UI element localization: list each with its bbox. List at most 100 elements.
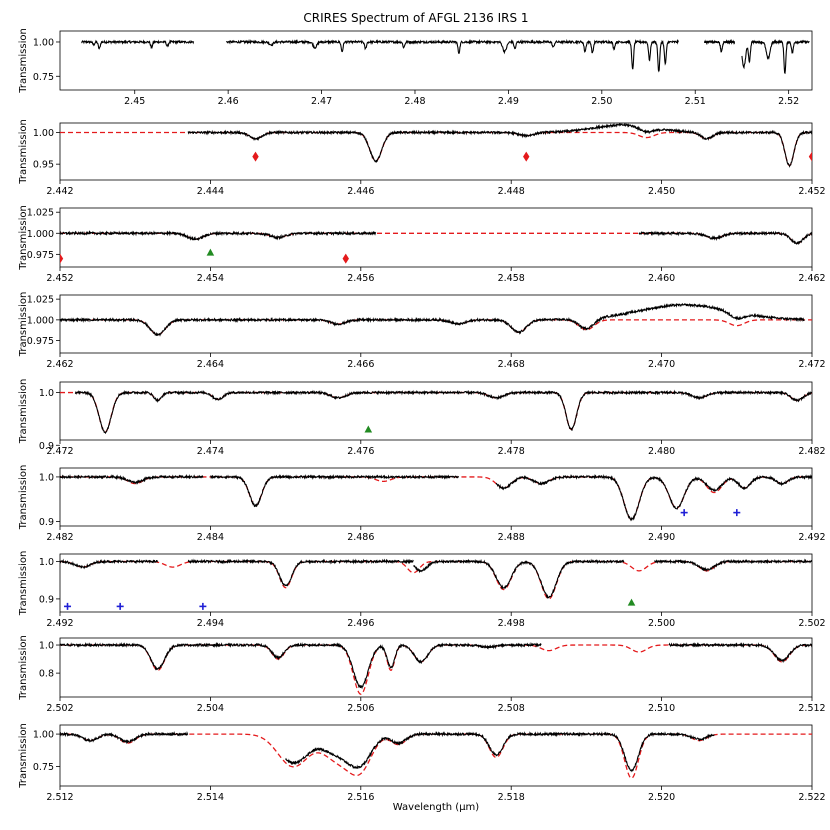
x-tick-label: 2.472 bbox=[798, 359, 825, 370]
y-tick-label: 1.00 bbox=[33, 730, 54, 741]
x-tick-label: 2.464 bbox=[197, 359, 224, 370]
x-tick-label: 2.484 bbox=[197, 532, 224, 543]
panel-8: 2.502 2.504 2.506 2.508 2.510 2.512 0.8 1.0 Tran… bbox=[18, 635, 826, 714]
panel-7: 2.492 2.494 2.496 2.498 2.500 2.502 0.9 1.0 Tran… bbox=[18, 551, 826, 629]
observed-spectrum-line bbox=[187, 558, 414, 587]
plus-marker bbox=[64, 602, 72, 610]
triangle-marker bbox=[364, 425, 373, 433]
observed-spectrum-line bbox=[60, 473, 204, 485]
panel-frame bbox=[59, 122, 813, 181]
diamond-marker bbox=[342, 253, 349, 264]
panel-frame bbox=[59, 294, 813, 354]
x-tick-label: 2.468 bbox=[498, 359, 525, 370]
panel-frame bbox=[59, 381, 813, 441]
x-tick-label: 2.506 bbox=[347, 703, 374, 714]
y-tick-label: 1.000 bbox=[27, 315, 54, 326]
x-tick-label: 2.500 bbox=[648, 618, 675, 629]
panel-frame bbox=[59, 724, 813, 787]
x-tick-label: 2.51 bbox=[685, 96, 706, 107]
model-spectrum-line bbox=[60, 232, 812, 245]
y-axis-label: Transmission bbox=[18, 379, 29, 445]
x-tick-label: 2.454 bbox=[197, 273, 224, 284]
x-tick-label: 2.45 bbox=[124, 96, 145, 107]
y-axis-label: Transmission bbox=[18, 635, 29, 701]
x-tick-label: 2.490 bbox=[648, 532, 675, 543]
triangle-marker bbox=[206, 248, 215, 256]
x-tick-label: 2.522 bbox=[798, 792, 825, 803]
y-tick-label: 1.025 bbox=[27, 295, 54, 306]
panel-3: 2.452 2.454 2.456 2.458 2.460 2.462 0.975 1.000… bbox=[18, 205, 826, 284]
observed-spectrum-line bbox=[187, 123, 812, 168]
y-tick-label: 1.025 bbox=[27, 208, 54, 219]
y-axis-label: Transmission bbox=[18, 551, 29, 617]
observed-spectrum-line bbox=[495, 473, 812, 522]
x-tick-label: 2.474 bbox=[197, 446, 224, 457]
panel-frame bbox=[59, 553, 813, 613]
panel-2: 2.442 2.444 2.446 2.448 2.450 2.452 0.95 1.00 Tr… bbox=[18, 119, 826, 197]
y-axis-label: Transmission bbox=[18, 723, 29, 789]
observed-spectrum-line bbox=[704, 38, 736, 53]
panel-frame bbox=[59, 467, 813, 527]
x-tick-label: 2.512 bbox=[46, 792, 73, 803]
panel-6: 2.482 2.484 2.486 2.488 2.490 2.492 0.9 1.0 Tran… bbox=[18, 465, 826, 543]
x-tick-label: 2.452 bbox=[798, 186, 825, 197]
x-tick-label: 2.52 bbox=[778, 96, 799, 107]
observed-spectrum-line bbox=[81, 39, 195, 50]
x-tick-label: 2.442 bbox=[46, 186, 73, 197]
x-tick-label: 2.488 bbox=[498, 532, 525, 543]
observed-spectrum-line bbox=[413, 558, 625, 599]
observed-spectrum-line bbox=[74, 389, 812, 435]
observed-spectrum-line bbox=[60, 302, 805, 337]
x-tick-label: 2.516 bbox=[347, 792, 374, 803]
x-tick-label: 2.50 bbox=[591, 96, 612, 107]
x-tick-label: 2.504 bbox=[197, 703, 224, 714]
x-tick-label: 2.49 bbox=[498, 96, 519, 107]
x-tick-label: 2.472 bbox=[46, 446, 73, 457]
y-tick-label: 1.0 bbox=[39, 557, 54, 568]
y-axis-label: Transmission bbox=[18, 28, 29, 94]
y-tick-label: 1.00 bbox=[33, 37, 54, 48]
x-tick-label: 2.446 bbox=[347, 186, 374, 197]
y-tick-label: 0.9 bbox=[39, 517, 54, 528]
panel-1: 2.45 2.46 2.47 2.48 2.49 2.50 2.51 2.52 0.75 1.00… bbox=[18, 28, 813, 107]
x-tick-label: 2.482 bbox=[798, 446, 825, 457]
x-tick-label: 2.476 bbox=[347, 446, 374, 457]
x-tick-label: 2.452 bbox=[46, 273, 73, 284]
panel-5: 2.472 2.474 2.476 2.478 2.480 2.482 0.9 1.0 Tran… bbox=[18, 379, 826, 457]
observed-spectrum-line bbox=[225, 38, 679, 73]
x-tick-label: 2.460 bbox=[648, 273, 675, 284]
x-tick-label: 2.456 bbox=[347, 273, 374, 284]
x-tick-label: 2.458 bbox=[498, 273, 525, 284]
panel-frame bbox=[59, 207, 813, 268]
observed-spectrum-line bbox=[210, 474, 460, 508]
model-spectrum-line bbox=[60, 476, 812, 520]
chart-title: CRIRES Spectrum of AFGL 2136 IRS 1 bbox=[303, 11, 528, 25]
observed-spectrum-line bbox=[653, 558, 812, 572]
panel-9: 2.512 2.514 2.516 2.518 2.520 2.522 0.75 1.00 Tr… bbox=[18, 723, 826, 803]
x-tick-label: 2.466 bbox=[347, 359, 374, 370]
x-tick-label: 2.482 bbox=[46, 532, 73, 543]
diamond-marker bbox=[252, 151, 259, 162]
triangle-marker bbox=[627, 598, 636, 606]
diamond-marker bbox=[808, 151, 812, 162]
observed-spectrum-line bbox=[60, 230, 377, 242]
x-tick-label: 2.520 bbox=[648, 792, 675, 803]
plus-marker bbox=[733, 509, 741, 517]
y-axis-label: Transmission bbox=[18, 119, 29, 185]
y-tick-label: 0.975 bbox=[27, 250, 54, 261]
y-tick-label: 1.000 bbox=[27, 229, 54, 240]
plus-marker bbox=[199, 602, 207, 610]
x-tick-label: 2.510 bbox=[648, 703, 675, 714]
y-tick-label: 1.0 bbox=[39, 388, 54, 399]
y-axis-label: Transmission bbox=[18, 205, 29, 271]
x-tick-label: 2.46 bbox=[218, 96, 239, 107]
panels-group: 2.45 2.46 2.47 2.48 2.49 2.50 2.51 2.520.751.00… bbox=[18, 28, 826, 803]
x-tick-label: 2.462 bbox=[46, 359, 73, 370]
panel-frame bbox=[59, 637, 813, 698]
observed-spectrum-line bbox=[668, 642, 812, 664]
x-tick-label: 2.450 bbox=[648, 186, 675, 197]
x-tick-label: 2.470 bbox=[648, 359, 675, 370]
observed-spectrum-line bbox=[741, 38, 810, 75]
model-spectrum-line bbox=[60, 131, 812, 167]
